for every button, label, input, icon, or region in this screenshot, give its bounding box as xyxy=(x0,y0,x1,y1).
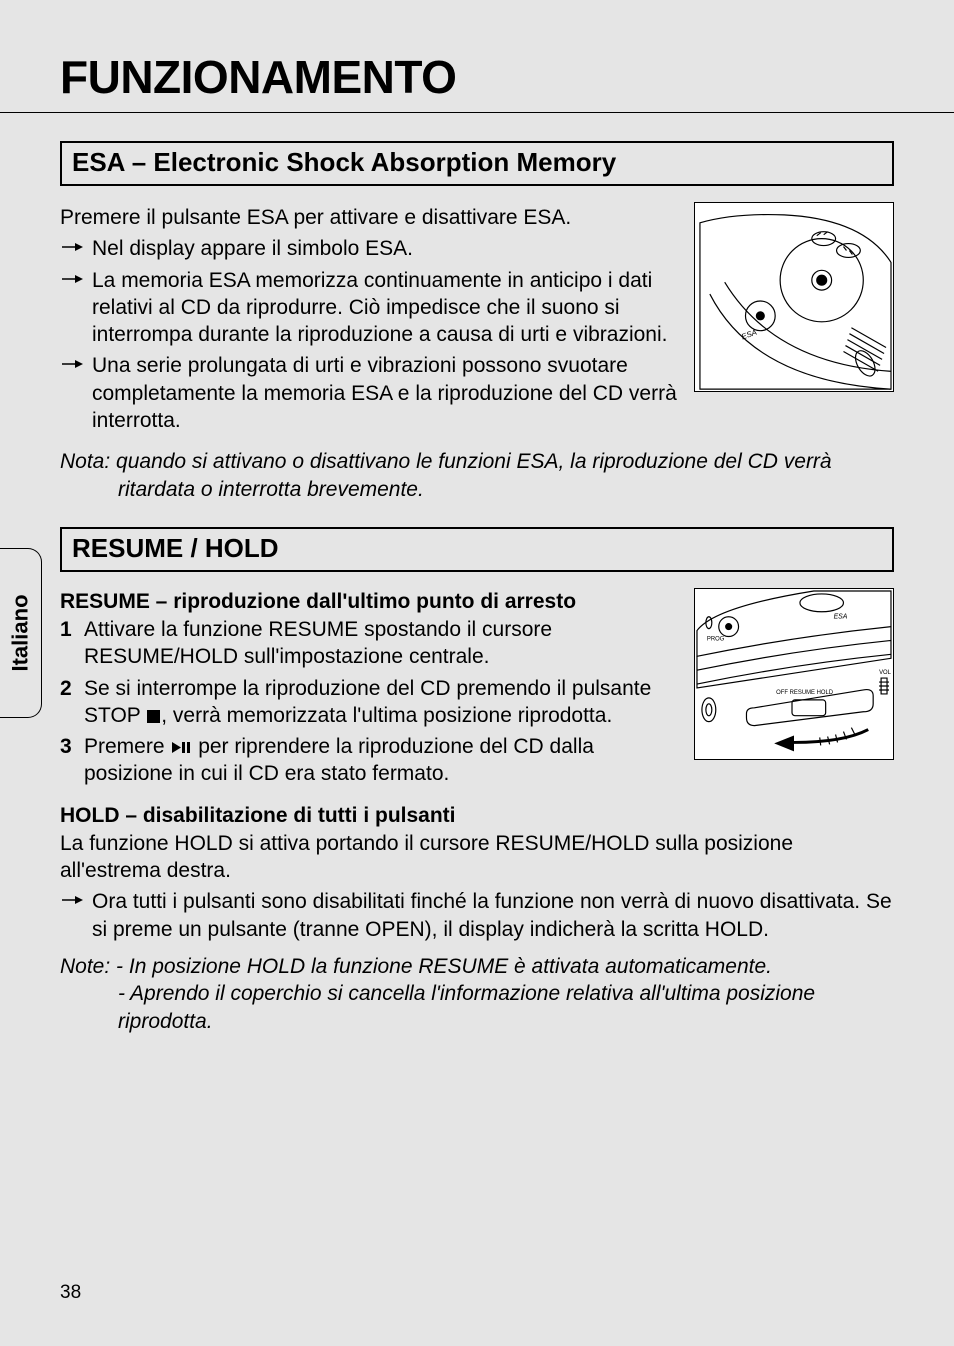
language-tab: Italiano xyxy=(0,548,42,718)
resume-step-1-text: Attivare la funzione RESUME spostando il… xyxy=(84,616,682,671)
esa-bullet-1-text: Nel display appare il simbolo ESA. xyxy=(92,235,682,262)
resume-step-1: 1 Attivare la funzione RESUME spostando … xyxy=(60,616,682,671)
resume-step-3: 3 Premere per riprendere la riproduzione… xyxy=(60,733,682,788)
esa-bullet-2-text: La memoria ESA memorizza continuamente i… xyxy=(92,267,682,349)
language-tab-label: Italiano xyxy=(8,594,34,671)
resume-hold-illustration: ESA PROG OFF RESUME HOLD VOL xyxy=(694,588,894,760)
hold-intro: La funzione HOLD si attiva portando il c… xyxy=(60,830,894,885)
step-number-2: 2 xyxy=(60,675,84,702)
hold-bullet-1: Ora tutti i pulsanti sono disabilitati f… xyxy=(60,888,894,943)
svg-text:ESA: ESA xyxy=(740,328,758,342)
svg-text:OFF RESUME HOLD: OFF RESUME HOLD xyxy=(776,690,833,696)
svg-text:PROG: PROG xyxy=(707,636,725,642)
resume-hold-content: ESA PROG OFF RESUME HOLD VOL xyxy=(60,590,894,1035)
esa-note-text: Nota: quando si attivano o disattivano l… xyxy=(60,448,894,503)
resume-step-2: 2 Se si interrompe la riproduzione del C… xyxy=(60,675,682,730)
arrow-icon xyxy=(60,241,84,253)
esa-illustration: ESA xyxy=(694,202,894,392)
esa-bullet-3-text: Una serie prolungata di urti e vibrazion… xyxy=(92,352,682,434)
hold-bullet-list: Ora tutti i pulsanti sono disabilitati f… xyxy=(60,888,894,943)
esa-bullet-1: Nel display appare il simbolo ESA. xyxy=(60,235,682,262)
esa-bullet-3: Una serie prolungata di urti e vibrazion… xyxy=(60,352,682,434)
section-heading-esa: ESA – Electronic Shock Absorption Memory xyxy=(60,141,894,186)
manual-page: Italiano FUNZIONAMENTO ESA – Electronic … xyxy=(60,50,894,1306)
resume-step-3-text: Premere per riprendere la riproduzione d… xyxy=(84,733,682,788)
cd-player-side-illustration: ESA PROG OFF RESUME HOLD VOL xyxy=(695,589,893,759)
resume-step-2-post: , verrà memorizzata l'ultima posizione r… xyxy=(161,704,612,727)
step-number-3: 3 xyxy=(60,733,84,760)
esa-bullet-2: La memoria ESA memorizza continuamente i… xyxy=(60,267,682,349)
esa-content: ESA Premere il pulsante ESA per attivare… xyxy=(60,204,894,438)
arrow-icon xyxy=(60,358,84,370)
resume-step-2-text: Se si interrompe la riproduzione del CD … xyxy=(84,675,682,730)
arrow-icon xyxy=(60,273,84,285)
svg-text:VOL: VOL xyxy=(879,670,892,676)
hold-bullet-1-text: Ora tutti i pulsanti sono disabilitati f… xyxy=(92,888,894,943)
resume-hold-note: Note: - In posizione HOLD la funzione RE… xyxy=(60,953,894,1035)
title-underline xyxy=(0,112,954,113)
play-pause-icon xyxy=(171,741,191,754)
step-number-1: 1 xyxy=(60,616,84,643)
cd-player-top-illustration: ESA xyxy=(695,203,893,391)
note2-line2: - Aprendo il coperchio si cancella l'inf… xyxy=(60,980,894,1035)
page-number: 38 xyxy=(60,1282,81,1304)
note2-line1: Note: - In posizione HOLD la funzione RE… xyxy=(60,955,772,978)
stop-icon xyxy=(147,710,160,723)
hold-subheading: HOLD – disabilitazione di tutti i pulsan… xyxy=(60,804,894,828)
esa-note: Nota: quando si attivano o disattivano l… xyxy=(60,448,894,503)
svg-text:ESA: ESA xyxy=(834,614,848,621)
resume-step-3-pre: Premere xyxy=(84,735,170,758)
page-title: FUNZIONAMENTO xyxy=(60,50,894,104)
arrow-icon xyxy=(60,894,84,906)
section-heading-resume-hold: RESUME / HOLD xyxy=(60,527,894,572)
